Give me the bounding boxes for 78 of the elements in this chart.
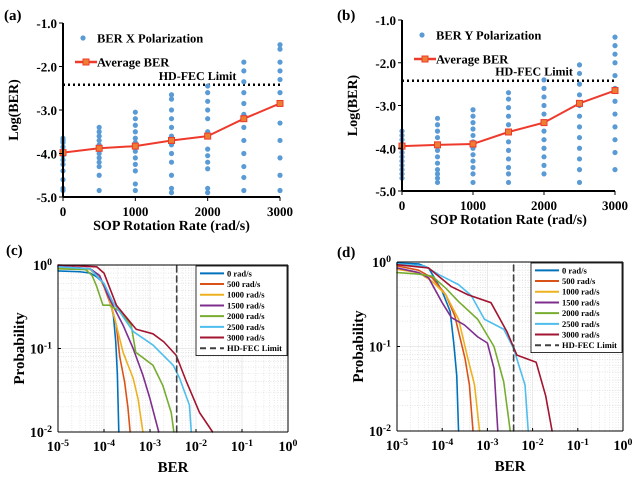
x-tick-label: 10$^{-3}$ — [138, 438, 162, 455]
x-axis-title: SOP Rotation Rate (rad/s) — [93, 219, 250, 234]
x-tick-label: 10$^{-3}$ — [476, 436, 499, 454]
point — [168, 136, 175, 144]
y-axis-title: Log(BER) — [7, 78, 22, 141]
legend-label: 2000 rad/s — [227, 311, 266, 322]
y-tick-label: 10$^{0}$ — [33, 256, 52, 274]
legend-label: 2000 rad/s — [562, 308, 600, 318]
point — [434, 141, 441, 148]
point — [540, 119, 548, 126]
x-tick-label: 10$^{-4}$ — [431, 436, 454, 454]
legend-label: 1500 rad/s — [562, 297, 600, 308]
y-tick-label: 10$^{0}$ — [372, 254, 392, 271]
y-tick-label: 10$^{-1}$ — [30, 340, 52, 358]
legend-label: 2500 rad/s — [227, 322, 266, 332]
x-tick-label: 3000 — [267, 204, 293, 219]
legend-label: 500 rad/s — [562, 276, 596, 286]
legend-label: 1500 rad/s — [227, 300, 266, 310]
x-axis-title: BER — [494, 459, 526, 475]
x-tick-label: 10$^{-2}$ — [522, 436, 544, 454]
x-tick-label: 10$^{0}$ — [278, 438, 298, 455]
ref-line-label: HD-FEC Limit — [158, 68, 236, 83]
point — [204, 132, 212, 140]
y-axis-title: Probability — [12, 312, 28, 385]
x-tick-label: 3000 — [602, 198, 628, 213]
legend-label: 0 rad/s — [227, 268, 252, 278]
x-tick-label: 10$^{-2}$ — [184, 438, 208, 455]
y-axis-title: Log(BER) — [346, 74, 361, 136]
x-tick-label: 10$^{-1}$ — [230, 438, 254, 455]
x-tick-label: 10$^{-1}$ — [566, 436, 589, 454]
legend-label: 2500 rad/s — [562, 318, 600, 329]
y-tick-label: -3.0 — [375, 98, 396, 114]
x-tick-label: 10$^{0}$ — [614, 436, 633, 454]
x-tick-label: 2000 — [531, 198, 557, 213]
legend-label: 500 rad/s — [227, 279, 261, 290]
point — [96, 144, 103, 152]
point — [505, 128, 512, 136]
point — [470, 140, 476, 148]
legend-label: BER X Polarization — [97, 31, 204, 46]
chart-title: (a) — [4, 8, 22, 24]
y-tick-label: -4.0 — [36, 146, 57, 162]
legend-label: 0 rad/s — [562, 265, 588, 276]
legend-label: 1000 rad/s — [227, 290, 266, 300]
x-tick-label: 0 — [398, 198, 406, 213]
chart-title: (d) — [337, 245, 356, 261]
ref-line-label: HD-FEC Limit — [495, 64, 573, 79]
y-tick-label: -5.0 — [36, 190, 57, 205]
legend-label: Average BER — [97, 55, 170, 70]
y-tick-label: -2.0 — [375, 56, 396, 71]
x-tick-label: 2000 — [194, 204, 221, 219]
point — [240, 115, 248, 122]
legend-label: Average BER — [436, 52, 510, 66]
x-tick-label: 10$^{-4}$ — [92, 438, 116, 455]
point — [612, 87, 618, 94]
legend-label: HD-FEC Limit — [227, 343, 282, 354]
y-tick-label: -1.0 — [36, 16, 57, 31]
legend-label: BER Y Polarization — [436, 28, 542, 42]
y-tick-label: -3.0 — [36, 103, 57, 118]
legend-label: HD-FEC Limit — [562, 340, 618, 350]
legend-label: 3000 rad/s — [227, 332, 266, 343]
x-tick-label: 0 — [60, 204, 66, 219]
chart-title: (b) — [337, 8, 356, 24]
x-axis-title: BER — [158, 460, 189, 476]
y-tick-label: -2.0 — [36, 60, 57, 74]
y-tick-label: -4.0 — [375, 141, 396, 156]
point — [132, 142, 139, 150]
legend-label: 1000 rad/s — [562, 286, 600, 297]
x-tick-label: 1000 — [122, 204, 148, 219]
x-tick-label: 1000 — [460, 198, 486, 213]
y-tick-label: -1.0 — [375, 13, 396, 28]
y-tick-label: 10$^{-1}$ — [368, 338, 392, 356]
chart-title: (c) — [6, 243, 23, 259]
point — [576, 100, 583, 107]
y-tick-label: -5.0 — [375, 184, 396, 199]
x-axis-title: SOP Rotation Rate (rad/s) — [430, 213, 588, 228]
point — [276, 100, 284, 107]
y-axis-title: Probability — [351, 310, 367, 383]
legend-label: 3000 rad/s — [562, 330, 600, 340]
